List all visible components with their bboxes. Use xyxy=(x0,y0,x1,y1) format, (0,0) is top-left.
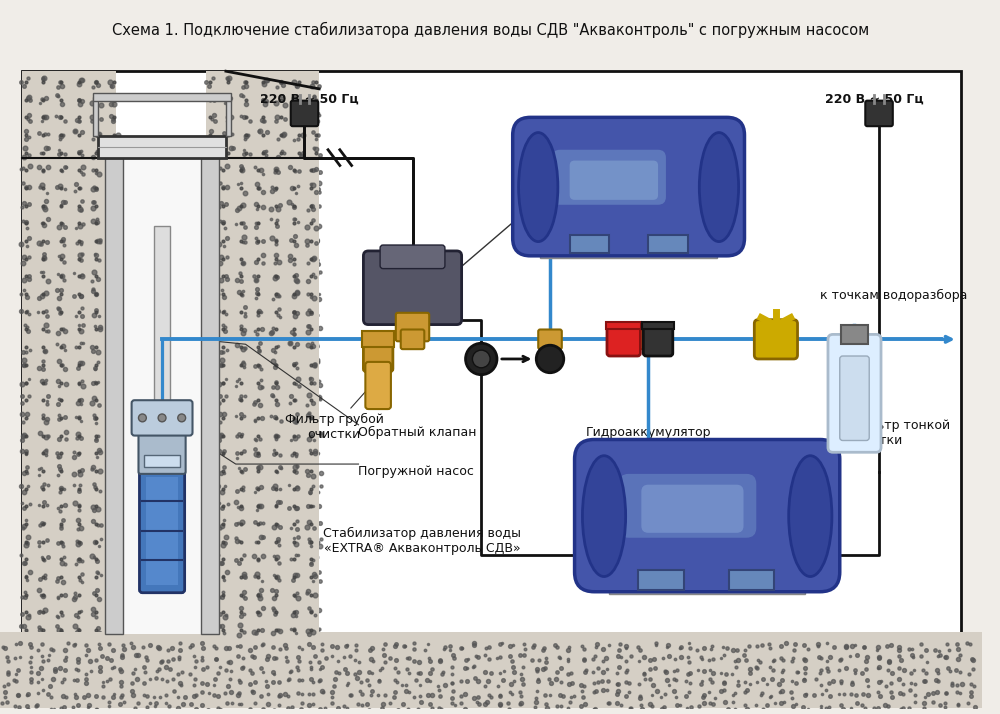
Bar xyxy=(729,570,774,590)
FancyBboxPatch shape xyxy=(552,150,666,205)
Text: к точкам водоразбора: к точкам водоразбора xyxy=(820,288,967,301)
Bar xyxy=(570,235,609,253)
Circle shape xyxy=(178,414,186,422)
FancyBboxPatch shape xyxy=(365,362,391,409)
Bar xyxy=(540,246,717,258)
Text: 220 В ~ 50 Гц: 220 В ~ 50 Гц xyxy=(260,92,359,105)
Text: Погружной насос: Погружной насос xyxy=(358,466,474,478)
Bar xyxy=(609,580,805,594)
Bar xyxy=(606,321,641,329)
FancyBboxPatch shape xyxy=(401,329,424,349)
Text: Гидроаккумулятор: Гидроаккумулятор xyxy=(546,117,672,130)
FancyBboxPatch shape xyxy=(619,474,756,538)
FancyBboxPatch shape xyxy=(840,356,869,441)
Bar xyxy=(154,226,170,590)
Bar xyxy=(648,235,688,253)
Bar xyxy=(22,71,116,634)
Ellipse shape xyxy=(519,133,558,241)
Text: Стабилизатор давления воды
«EXTRA® Акваконтроль СДВ»: Стабилизатор давления воды «EXTRA® Аквак… xyxy=(323,527,521,555)
Text: Обратный клапан: Обратный клапан xyxy=(358,426,477,439)
Bar xyxy=(98,136,226,158)
Bar xyxy=(105,158,123,634)
FancyBboxPatch shape xyxy=(865,101,893,126)
FancyBboxPatch shape xyxy=(607,323,640,356)
Bar xyxy=(123,158,201,634)
Ellipse shape xyxy=(699,133,739,241)
FancyBboxPatch shape xyxy=(513,117,744,256)
Bar xyxy=(638,570,684,590)
Bar xyxy=(22,71,961,634)
Ellipse shape xyxy=(789,456,832,576)
FancyBboxPatch shape xyxy=(380,245,445,268)
Bar xyxy=(0,632,982,708)
Bar xyxy=(93,93,231,101)
FancyBboxPatch shape xyxy=(636,329,660,349)
FancyBboxPatch shape xyxy=(570,161,658,200)
Text: Фильтр тонкой
очистки: Фильтр тонкой очистки xyxy=(850,413,950,447)
Circle shape xyxy=(138,414,146,422)
Circle shape xyxy=(466,343,497,375)
Bar xyxy=(362,331,394,347)
Circle shape xyxy=(472,350,490,368)
Bar xyxy=(226,96,231,136)
Bar xyxy=(201,158,219,634)
Bar xyxy=(219,158,319,634)
FancyBboxPatch shape xyxy=(291,101,318,126)
Text: Фильтр грубой
очистки: Фильтр грубой очистки xyxy=(285,391,383,441)
FancyBboxPatch shape xyxy=(575,440,840,592)
Bar xyxy=(206,71,319,634)
Bar xyxy=(93,96,98,136)
Text: Гидроаккумулятор: Гидроаккумулятор xyxy=(585,426,711,439)
FancyBboxPatch shape xyxy=(828,334,881,452)
Text: Реле давления воды: Реле давления воды xyxy=(459,151,656,268)
Text: Схема 1. Подключение стабилизатора давления воды СДВ "Акваконтроль" с погружным : Схема 1. Подключение стабилизатора давле… xyxy=(112,22,870,38)
Bar xyxy=(642,321,674,329)
Circle shape xyxy=(158,414,166,422)
Text: 220 В ~ 50 Гц: 220 В ~ 50 Гц xyxy=(825,92,924,105)
Bar xyxy=(146,477,178,585)
FancyBboxPatch shape xyxy=(396,313,429,341)
FancyBboxPatch shape xyxy=(643,323,673,356)
Circle shape xyxy=(536,345,564,373)
FancyBboxPatch shape xyxy=(538,329,562,349)
Bar xyxy=(144,456,180,467)
FancyBboxPatch shape xyxy=(363,336,393,372)
FancyBboxPatch shape xyxy=(363,251,462,325)
FancyBboxPatch shape xyxy=(132,401,193,436)
FancyBboxPatch shape xyxy=(139,469,185,593)
FancyBboxPatch shape xyxy=(641,485,744,533)
FancyBboxPatch shape xyxy=(138,431,186,474)
FancyBboxPatch shape xyxy=(754,320,798,359)
Ellipse shape xyxy=(582,456,626,576)
Bar xyxy=(841,325,868,344)
